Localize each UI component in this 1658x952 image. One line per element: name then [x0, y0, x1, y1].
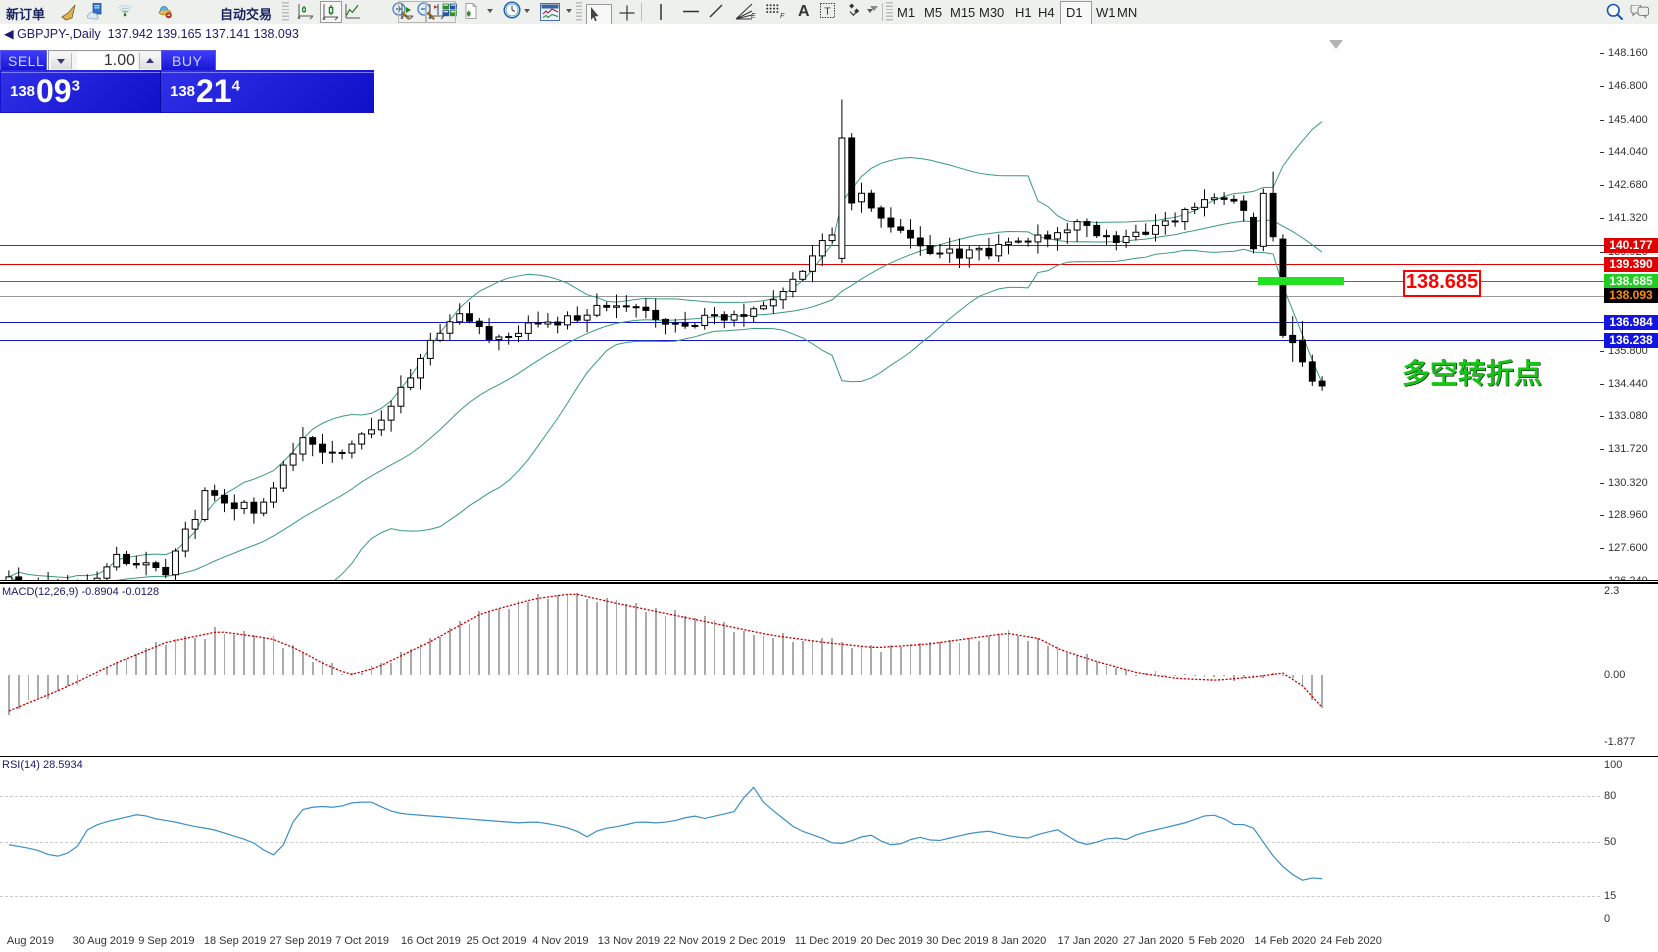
- svg-text:T: T: [824, 6, 831, 18]
